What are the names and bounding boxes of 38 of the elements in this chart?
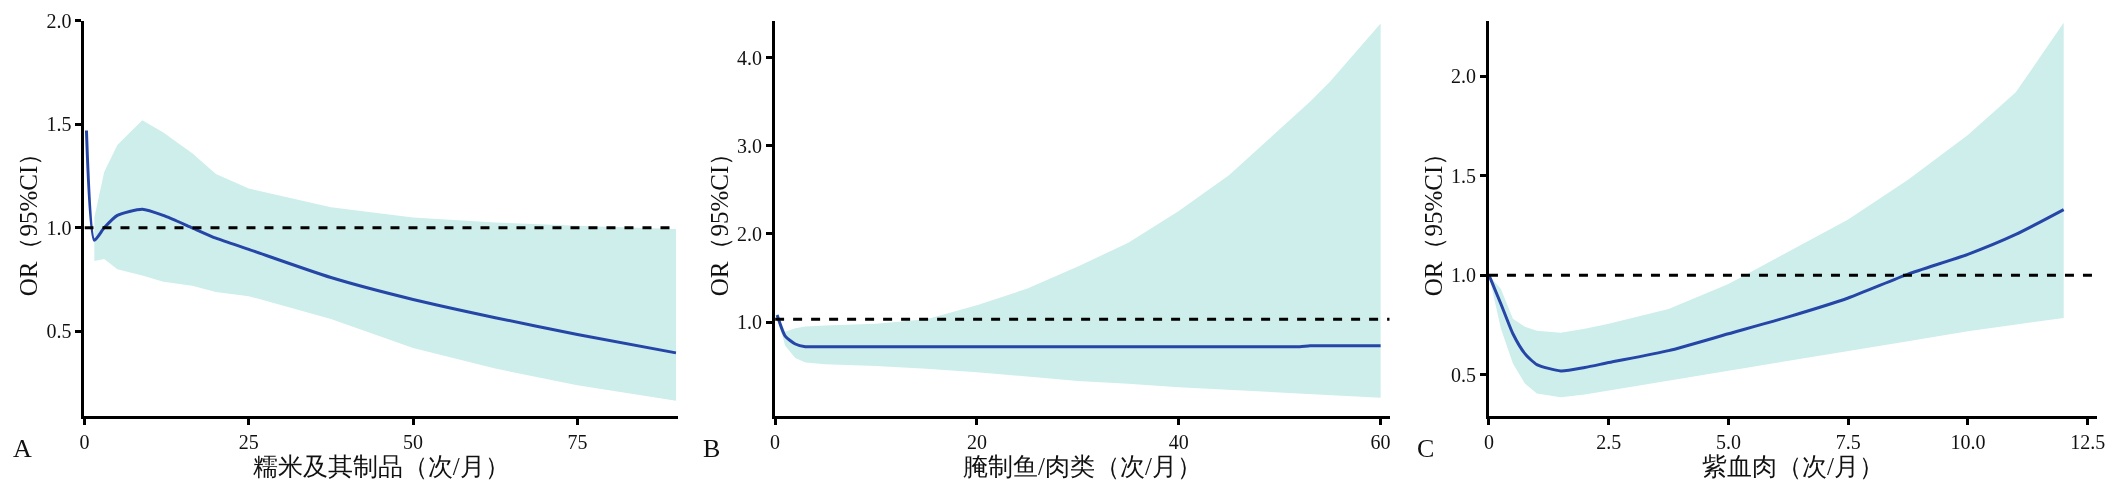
y-axis-title: OR（95%CI）: [15, 140, 43, 297]
line-series: [775, 313, 1383, 349]
x-axis-title: 糯米及其制品（次/月）: [252, 453, 510, 481]
x-tick-label: 12.5: [2070, 431, 2106, 454]
y-tick-label: 4.0: [737, 46, 763, 69]
x-tick-label: 20: [966, 431, 987, 454]
y-tick-label: 3.0: [737, 134, 763, 157]
x-tick-label: 2.5: [1596, 431, 1622, 454]
y-tick-label: 2.0: [1450, 65, 1476, 88]
y-tick-label: 1.5: [46, 113, 72, 136]
x-tick-label: 7.5: [1835, 431, 1861, 454]
text: C: [1417, 434, 1435, 463]
x-tick-label: 0: [79, 431, 90, 454]
x-tick-label: 0: [1483, 431, 1494, 454]
x-tick-label: 40: [1168, 431, 1189, 454]
y-tick-label: 0.5: [1450, 363, 1476, 386]
y-axis-title: OR（95%CI）: [1419, 140, 1447, 297]
y-axis-title: OR（95%CI）: [705, 140, 733, 297]
y-tick-label: 1.5: [1450, 164, 1476, 187]
x-axis-title: 腌制鱼/肉类（次/月）: [962, 453, 1202, 481]
x-tick-label: 5.0: [1715, 431, 1741, 454]
x-axis-title: 紫血肉（次/月）: [1702, 453, 1885, 481]
text: B: [703, 434, 721, 463]
y-tick-label: 1.0: [737, 311, 763, 333]
x-tick-label: 10.0: [1950, 431, 1986, 454]
y-tick-label: 2.0: [737, 222, 763, 245]
y-tick-label: 0.5: [46, 320, 72, 343]
x-tick-label: 0: [770, 431, 781, 454]
y-tick-label: 2.0: [46, 9, 72, 32]
x-tick-label: 50: [403, 431, 424, 454]
line-series: [1488, 208, 2066, 373]
text: A: [13, 434, 32, 463]
line-series: [84, 129, 678, 355]
y-tick-label: 1.0: [46, 216, 72, 239]
x-tick-label: 60: [1370, 431, 1391, 454]
y-tick-label: 1.0: [1450, 264, 1476, 287]
x-tick-label: 75: [567, 431, 588, 454]
x-tick-label: 25: [238, 431, 259, 454]
